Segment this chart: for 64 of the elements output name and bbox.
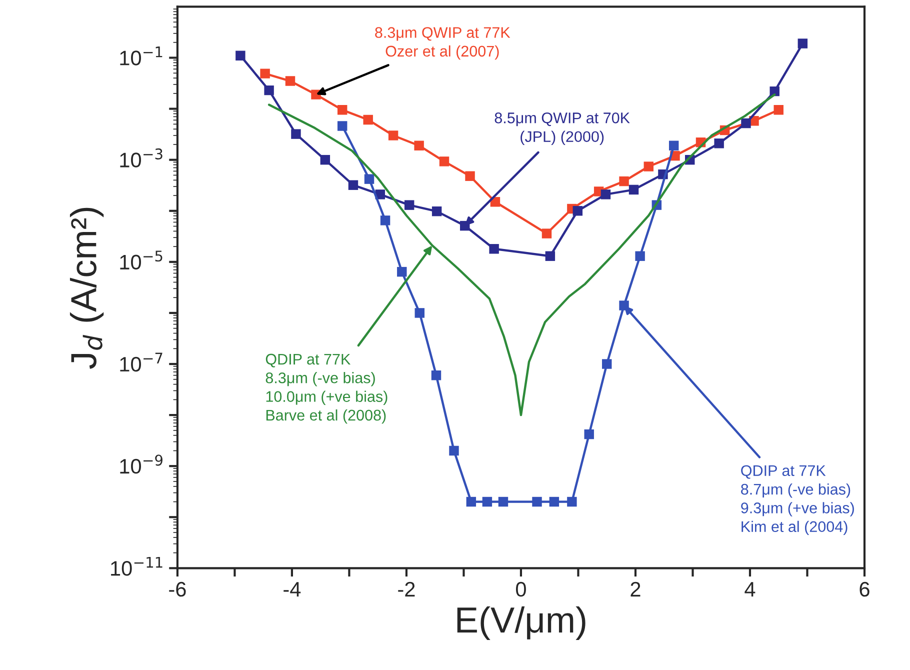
x-tick-label: 4 [744,582,756,596]
y-tick-label: 10$^{−1}$ [120,46,162,66]
x-tick-label: 0 [516,582,526,597]
point [482,496,492,507]
point [635,251,645,261]
point [388,130,398,140]
x-tick-label: -6 [169,582,186,597]
annotation: 8.3μm QWIP at 77K Ozer et al (2007) [375,27,510,60]
point [439,156,450,166]
point [432,206,442,216]
point [532,496,542,507]
annotation: QDIP at 77K 8.3μm (-ve bias) 10.0μm (+ve bias) Barve et al (2008) [266,354,388,424]
point [414,308,424,318]
point [549,496,560,507]
point [798,38,808,48]
point [619,176,629,186]
x-axis-title: E(V/μm) [457,606,586,640]
point [567,496,577,507]
y-tick-label: 10$^{−5}$ [120,250,162,270]
point [449,446,459,456]
point [628,184,639,195]
point [364,174,374,184]
point [285,76,296,86]
point [431,370,442,380]
point [545,251,556,261]
y-tick-label: 10$^{−3}$ [120,148,162,168]
point [363,114,373,125]
point [770,86,780,96]
point [264,85,274,96]
point [602,359,612,369]
point [320,154,330,165]
y-axis-title: J$_{d}$ (A/cm²) [70,208,104,369]
x-tick-label: -2 [398,582,415,596]
x-tick-label: -4 [284,582,301,596]
x-tick-label: 2 [630,582,640,596]
point [714,138,724,148]
y-tick-label: 10$^{−9}$ [120,454,162,474]
y-tick-label: 10$^{−11}$ [111,556,162,576]
point [260,68,270,78]
point [397,266,407,277]
annotation: QDIP at 77K 8.7μm (-ve bias) 9.3μm (+ve bias) Kim et al (2004) [741,465,854,536]
point [404,200,414,210]
point [414,140,424,150]
point [291,129,301,139]
point [584,429,594,440]
point [465,171,475,181]
point [236,50,246,60]
point [498,496,508,507]
point [600,190,611,200]
point [337,121,348,131]
point [572,206,583,216]
point [380,216,390,226]
point [466,496,476,507]
point [542,228,552,238]
point [668,140,679,150]
annotation: 8.5μm QWIP at 70K (JPL) (2000) [494,112,630,146]
x-tick-label: 6 [860,582,870,597]
y-tick-label: 10$^{−7}$ [120,352,162,372]
point [337,105,348,115]
point [489,244,499,254]
point [348,180,358,190]
point [644,162,654,172]
point [741,118,751,128]
point [774,105,784,115]
